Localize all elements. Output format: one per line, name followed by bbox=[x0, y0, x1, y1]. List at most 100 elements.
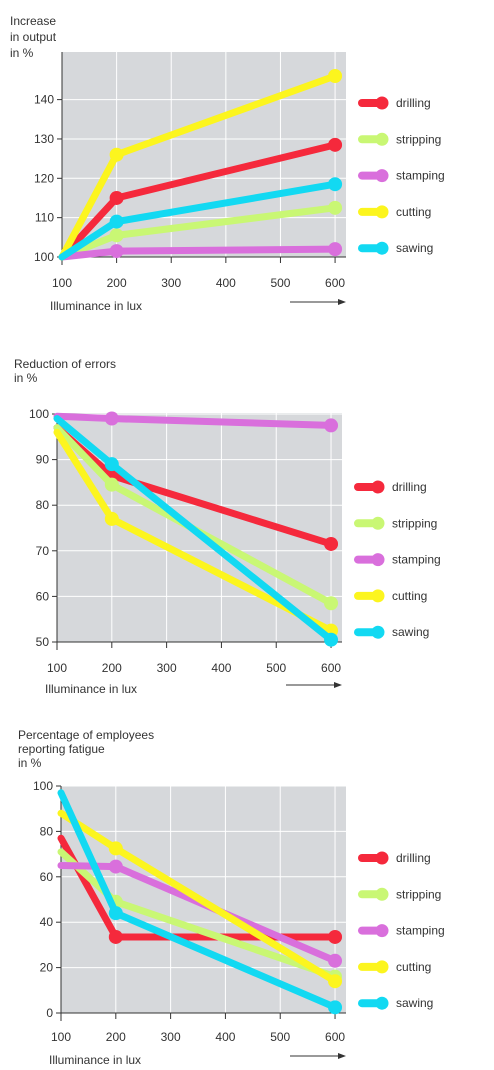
chart-title-line: Increase bbox=[10, 14, 56, 28]
legend-marker-stripping bbox=[371, 516, 385, 530]
y-tick-label: 60 bbox=[40, 870, 54, 884]
data-point-drilling bbox=[324, 536, 339, 551]
legend-marker-stamping bbox=[375, 924, 389, 938]
legend-label: sawing bbox=[396, 241, 433, 255]
legend-marker-cutting bbox=[375, 205, 389, 219]
legend-marker-stamping bbox=[375, 169, 389, 183]
y-tick-label: 100 bbox=[33, 779, 53, 793]
data-point-cutting bbox=[328, 974, 343, 989]
x-tick-label: 300 bbox=[157, 661, 177, 675]
x-axis-label: Illuminance in lux bbox=[45, 682, 137, 696]
legend-marker-cutting bbox=[371, 589, 385, 603]
data-point-sawing bbox=[324, 632, 339, 647]
legend-marker-sawing bbox=[375, 241, 389, 255]
y-tick-label: 130 bbox=[34, 132, 54, 146]
y-tick-label: 80 bbox=[40, 824, 54, 838]
legend-label: cutting bbox=[396, 205, 431, 219]
legend-label: stamping bbox=[392, 553, 441, 567]
data-point-drilling bbox=[328, 929, 343, 944]
x-tick-label: 600 bbox=[325, 1030, 345, 1044]
x-tick-label: 600 bbox=[321, 661, 341, 675]
data-point-stamping bbox=[104, 411, 119, 426]
data-point-drilling bbox=[328, 137, 343, 152]
x-tick-label: 400 bbox=[216, 276, 236, 290]
data-point-stripping bbox=[328, 200, 343, 215]
data-point-sawing bbox=[104, 457, 119, 472]
chart-title-line: reporting fatigue bbox=[18, 742, 105, 756]
data-point-stamping bbox=[109, 244, 124, 259]
legend-marker-cutting bbox=[375, 960, 389, 974]
legend-marker-drilling bbox=[375, 851, 389, 865]
data-point-cutting bbox=[328, 69, 343, 83]
legend-marker-drilling bbox=[375, 96, 389, 110]
data-point-sawing bbox=[109, 214, 124, 229]
legend-label: sawing bbox=[396, 996, 433, 1010]
axis-arrow-head bbox=[334, 682, 342, 688]
x-tick-label: 100 bbox=[52, 276, 72, 290]
data-point-stamping bbox=[328, 242, 343, 257]
x-tick-label: 200 bbox=[102, 661, 122, 675]
chart-title-line: in output bbox=[10, 30, 57, 44]
legend-label: drilling bbox=[396, 96, 431, 110]
y-tick-label: 80 bbox=[36, 498, 50, 512]
data-point-stamping bbox=[324, 418, 339, 433]
y-tick-label: 70 bbox=[36, 544, 50, 558]
legend-label: drilling bbox=[396, 851, 431, 865]
axis-arrow-head bbox=[338, 1053, 346, 1059]
axis-arrow-head bbox=[338, 299, 346, 305]
data-point-stripping bbox=[109, 228, 124, 243]
y-tick-label: 90 bbox=[36, 453, 50, 467]
legend-label: stripping bbox=[392, 516, 437, 530]
x-tick-label: 100 bbox=[51, 1030, 71, 1044]
data-point-drilling bbox=[109, 190, 124, 205]
chart-title-line: in % bbox=[18, 756, 42, 770]
data-point-cutting bbox=[104, 511, 119, 526]
y-tick-label: 0 bbox=[46, 1006, 53, 1020]
x-tick-label: 400 bbox=[215, 1030, 235, 1044]
y-tick-label: 100 bbox=[29, 407, 49, 421]
data-point-stamping bbox=[328, 953, 343, 968]
x-axis-label: Illuminance in lux bbox=[50, 299, 142, 313]
y-tick-label: 110 bbox=[35, 211, 54, 225]
legend-label: cutting bbox=[392, 589, 427, 603]
legend-marker-stripping bbox=[375, 887, 389, 901]
x-tick-label: 100 bbox=[47, 661, 67, 675]
x-axis-label: Illuminance in lux bbox=[49, 1053, 141, 1067]
chart-title-line: in % bbox=[14, 371, 38, 385]
data-point-stripping bbox=[324, 596, 339, 611]
plot-area bbox=[57, 413, 342, 642]
y-tick-label: 20 bbox=[40, 961, 54, 975]
legend-label: sawing bbox=[392, 625, 429, 639]
x-tick-label: 200 bbox=[107, 276, 127, 290]
x-tick-label: 300 bbox=[161, 276, 181, 290]
x-tick-label: 300 bbox=[161, 1030, 181, 1044]
data-point-drilling bbox=[108, 929, 123, 944]
chart-title-line: in % bbox=[10, 46, 34, 60]
legend-label: stamping bbox=[396, 169, 445, 183]
chart-1: Increase in output in % 100 110 120 130 140 100 2… bbox=[10, 14, 445, 313]
legend-marker-drilling bbox=[371, 480, 385, 494]
x-tick-label: 500 bbox=[270, 1030, 290, 1044]
legend-label: drilling bbox=[392, 480, 427, 494]
legend-marker-stamping bbox=[371, 553, 385, 567]
legend-label: stripping bbox=[396, 132, 441, 146]
legend-marker-stripping bbox=[375, 132, 389, 146]
legend-marker-sawing bbox=[371, 625, 385, 639]
y-tick-label: 140 bbox=[34, 93, 54, 107]
x-tick-label: 500 bbox=[266, 661, 286, 675]
data-point-sawing bbox=[328, 1000, 343, 1015]
legend-label: stripping bbox=[396, 887, 441, 901]
legend-label: cutting bbox=[396, 960, 431, 974]
x-tick-label: 500 bbox=[270, 276, 290, 290]
y-tick-label: 50 bbox=[36, 635, 50, 649]
data-point-cutting bbox=[108, 841, 123, 856]
x-tick-label: 400 bbox=[211, 661, 231, 675]
y-tick-label: 120 bbox=[34, 171, 54, 185]
legend-label: stamping bbox=[396, 924, 445, 938]
x-tick-label: 200 bbox=[106, 1030, 126, 1044]
y-tick-label: 100 bbox=[34, 250, 54, 264]
y-tick-label: 40 bbox=[40, 915, 54, 929]
